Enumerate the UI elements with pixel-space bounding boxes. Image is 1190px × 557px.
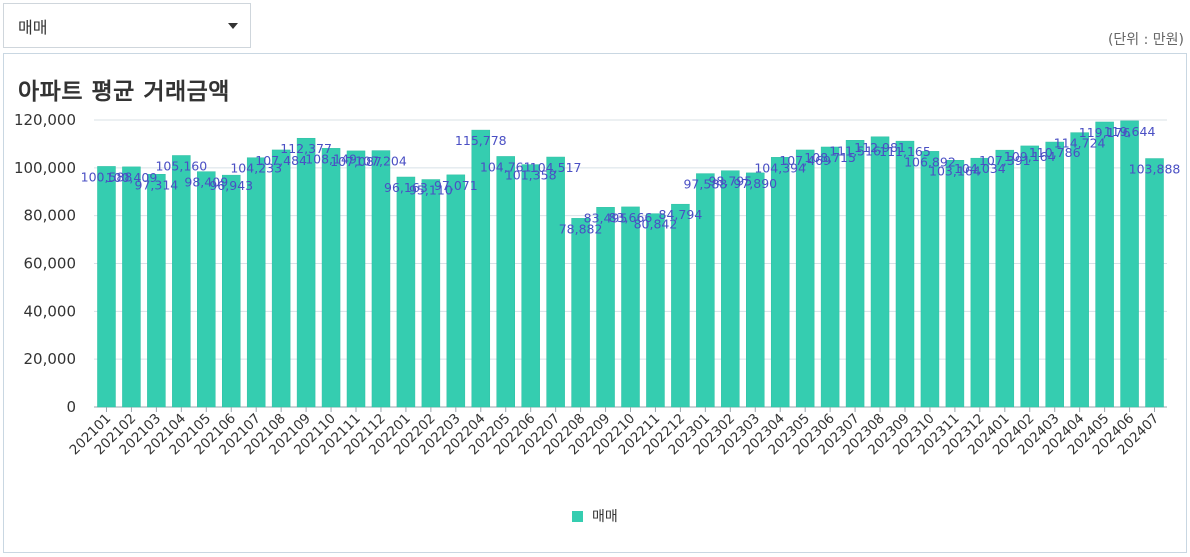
y-tick-label: 0 [66,398,76,416]
data-label: 106,892 [904,154,956,169]
legend-swatch [572,511,583,522]
bar [546,156,565,408]
y-tick-label: 120,000 [14,111,76,129]
data-label: 111,165 [879,144,931,159]
bar [920,151,940,408]
y-tick-label: 20,000 [24,350,77,368]
data-label: 114,724 [1054,136,1106,151]
caret-down-icon [228,22,238,29]
bar [596,207,615,408]
data-label: 108,715 [804,150,856,165]
data-label: 109,164 [1004,149,1056,164]
bar [197,171,216,408]
unit-note: (단위 : 만원) [1107,32,1184,48]
trade-type-select-value: 매매 [18,17,48,37]
bar [1045,141,1064,408]
data-label: 96,943 [209,178,253,193]
data-label: 101,358 [505,168,557,183]
data-label: 105,160 [155,158,207,173]
y-tick-label: 40,000 [24,302,77,320]
data-label: 110,786 [1029,145,1081,160]
data-label: 84,794 [659,207,703,222]
data-label: 98,795 [708,174,752,189]
bar [446,174,466,408]
bar [770,157,790,408]
data-label: 107,391 [979,153,1031,168]
bar [1070,132,1089,408]
bar [1145,158,1164,408]
data-label: 96,163 [384,180,428,195]
bar [296,137,316,408]
bar [221,174,241,408]
data-label: 97,890 [733,176,777,191]
chart-panel: 아파트 평균 거래금액 0 20,000 40,000 60,000 80,000 100… [3,53,1187,553]
data-label: 100,588 [81,169,133,184]
bar [521,164,540,408]
bar-chart: 020,00040,00060,00080,000100,000120,0002… [14,111,1181,525]
bar [621,206,640,408]
data-label: 108,149 [305,151,357,166]
y-tick-label: 80,000 [24,207,77,225]
data-label: 107,484 [255,153,307,168]
data-label: 119,644 [1104,124,1156,139]
data-label: 95,110 [409,183,453,198]
bar [1020,145,1040,408]
data-label: 97,071 [434,178,478,193]
y-tick-label: 60,000 [24,255,77,273]
data-label: 83,666 [609,210,653,225]
data-label: 98,409 [184,175,228,190]
data-label: 112,377 [280,141,332,156]
bar [571,218,590,408]
chart-title: 아파트 평균 거래금액 [18,79,230,105]
bar [321,148,341,408]
data-label: 78,882 [559,221,603,236]
data-label: 115,778 [455,133,507,148]
bar [122,166,141,408]
bar [970,157,990,408]
data-label: 97,314 [135,177,179,192]
y-tick-label: 100,000 [14,159,76,177]
data-label: 107,469 [779,153,831,168]
bar [97,166,116,408]
data-label: 83,495 [584,210,628,225]
bar [895,140,915,408]
data-label: 107,087 [330,154,382,169]
data-label: 103,888 [1129,162,1181,177]
bar [721,170,740,408]
bar [172,155,191,408]
data-label: 112,981 [854,140,906,155]
bar [945,160,965,408]
data-label: 100,409 [106,170,158,185]
data-label: 97,588 [683,177,727,192]
bar [746,172,765,408]
bar [795,149,815,408]
bar [421,179,441,408]
bar [845,140,865,408]
bar [246,157,266,408]
data-label: 104,034 [954,161,1006,176]
trade-type-select[interactable]: 매매 [3,3,251,48]
bar [870,136,890,408]
data-label: 104,233 [230,161,282,176]
bar [271,149,291,408]
bar [995,149,1015,408]
bar [671,203,690,408]
bar [147,174,166,408]
bar [820,146,840,408]
bar [646,213,665,408]
legend-label: 매매 [592,509,618,525]
data-label: 104,517 [530,160,582,175]
data-label: 104,761 [480,159,532,174]
data-label: 103,164 [929,163,981,178]
bar [396,176,416,408]
bar [346,150,366,408]
data-label: 104,394 [754,160,806,175]
data-label: 119,176 [1079,125,1131,140]
data-label: 107,204 [355,154,407,169]
data-label: 80,842 [634,217,678,232]
bar [1095,121,1114,408]
bar [496,156,515,408]
data-label: 111,516 [829,143,881,158]
